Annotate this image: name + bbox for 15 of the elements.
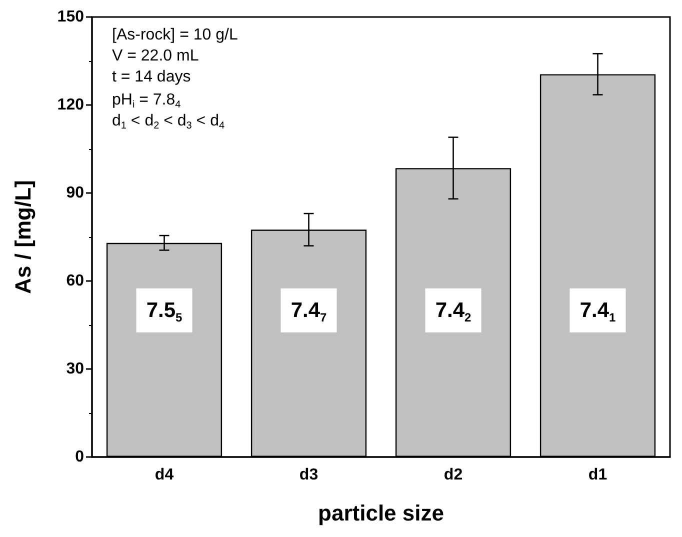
- annotation: t = 14 days: [112, 68, 191, 86]
- annotation: [As-rock] = 10 g/L: [112, 26, 238, 44]
- x-tick-label: d3: [299, 466, 318, 484]
- y-tick-label: 90: [66, 184, 84, 202]
- y-tick-label: 150: [57, 8, 84, 26]
- x-tick-label: d2: [444, 466, 463, 484]
- x-tick-label: d1: [588, 466, 608, 484]
- y-tick-label: 30: [66, 360, 84, 378]
- y-axis-title: As / [mg/L]: [10, 180, 36, 294]
- y-tick-label: 120: [57, 96, 84, 114]
- y-tick-label: 60: [66, 272, 84, 290]
- y-tick-label: 0: [75, 448, 84, 466]
- x-tick-label: d4: [154, 466, 174, 484]
- x-axis-title: particle size: [318, 500, 444, 526]
- annotation: V = 22.0 mL: [112, 48, 199, 64]
